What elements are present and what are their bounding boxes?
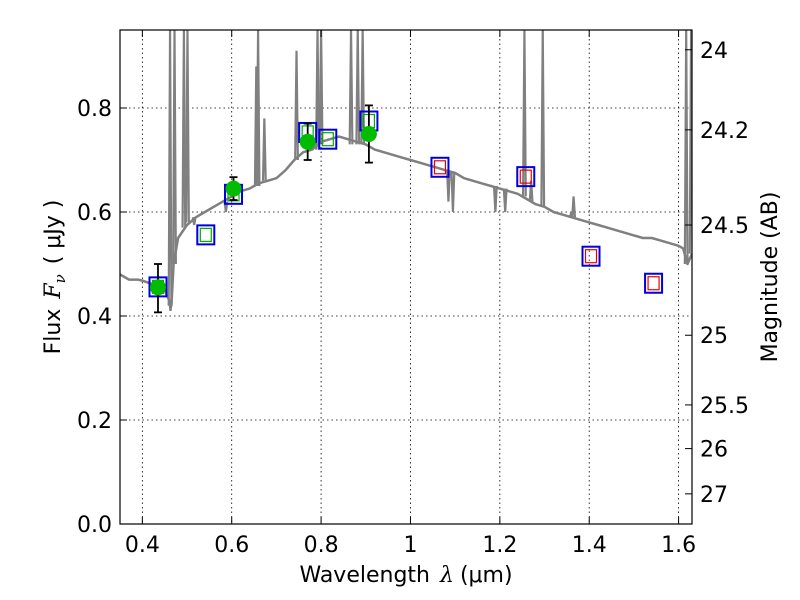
y-tick-label: 0.0: [77, 513, 112, 538]
y-axis-label: FluxFν( μJy ): [41, 200, 69, 355]
observed-flux-point: [360, 126, 377, 142]
sed-continuum-line: [120, 135, 692, 307]
sed-emission-line: [261, 118, 267, 181]
model-photometry-box: [581, 245, 601, 267]
sed-emission-line: [540, 30, 546, 207]
sed-emission-line: [355, 30, 361, 145]
sed-absorption-line: [168, 300, 173, 311]
y-tick-label: 0.8: [77, 97, 112, 122]
model-photometry-inner-box: [199, 227, 212, 242]
x-tick-label: 1.4: [572, 533, 607, 558]
sed-emission-line: [255, 30, 261, 187]
observed-flux-point: [149, 279, 166, 296]
y2-tick-label: 24: [700, 39, 728, 64]
model-photometry-box: [196, 224, 216, 246]
plot-area: [120, 30, 692, 314]
x-tick-label: 0.8: [304, 533, 339, 558]
y2-tick-label: 25.5: [700, 394, 749, 419]
sed-absorption-line: [223, 201, 229, 213]
x-tick-label: 0.4: [125, 533, 160, 558]
plot-frame: [119, 29, 693, 525]
model-photometry-inner-box: [519, 169, 532, 184]
sed-emission-line: [315, 30, 320, 150]
sed-absorption-line: [191, 217, 197, 226]
sed-emission-line: [348, 30, 354, 145]
model-photometry-inner-box: [433, 160, 447, 175]
x-tick-label: 1.6: [661, 533, 696, 558]
sed-emission-line: [167, 30, 173, 306]
sed-emission-line: [185, 30, 190, 223]
model-photometry-inner-box: [584, 249, 598, 264]
y2-tick-label: 24.2: [700, 119, 749, 144]
sed-emission-line: [683, 30, 689, 265]
sed-emission-line: [521, 30, 527, 197]
x-tick-label: 1: [403, 533, 417, 558]
x-axis-label: Wavelength λ (μm): [299, 563, 512, 588]
sed-absorption-line: [528, 180, 534, 202]
y2-tick-label: 24.5: [700, 214, 749, 239]
y-tick-label: 0.4: [77, 305, 112, 330]
y2-axis-label: Magnitude (AB): [758, 192, 783, 363]
sed-absorption-line: [446, 170, 451, 202]
sed-emission-line: [360, 30, 366, 145]
sed-emission-line: [318, 30, 324, 145]
observed-flux-point: [225, 180, 242, 197]
model-photometry-inner-box: [321, 132, 334, 147]
grid: [120, 30, 692, 525]
sed-emission-line: [172, 30, 177, 265]
y2-tick-label: 26: [700, 438, 728, 463]
observed-flux-point: [299, 133, 316, 150]
model-photometry-box: [644, 272, 664, 294]
y-tick-label: 0.6: [77, 201, 112, 226]
model-photometry-box: [318, 128, 338, 150]
model-photometry-box: [516, 166, 536, 188]
sed-emission-line: [294, 50, 299, 161]
x-tick-label: 0.6: [214, 533, 249, 558]
model-photometry-inner-box: [647, 276, 660, 291]
sed-emission-line: [688, 30, 692, 254]
y-tick-label: 0.2: [77, 409, 112, 434]
sed-absorption-line: [571, 196, 577, 218]
x-tick-label: 1.2: [482, 533, 517, 558]
sed-emission-line: [181, 30, 187, 228]
model-photometry-box: [430, 156, 450, 178]
y2-tick-label: 27: [700, 483, 728, 508]
ticks: 0.4 0.6 0.8 1 1.2 1.4 1.6 0.0 0.2 0.4 0.6 0.8 24 24.2…: [77, 30, 749, 558]
y2-tick-label: 25: [700, 324, 728, 349]
sed-absorption-line: [502, 188, 508, 213]
sed-absorption-line: [450, 172, 456, 213]
sed-absorption-line: [492, 185, 498, 213]
